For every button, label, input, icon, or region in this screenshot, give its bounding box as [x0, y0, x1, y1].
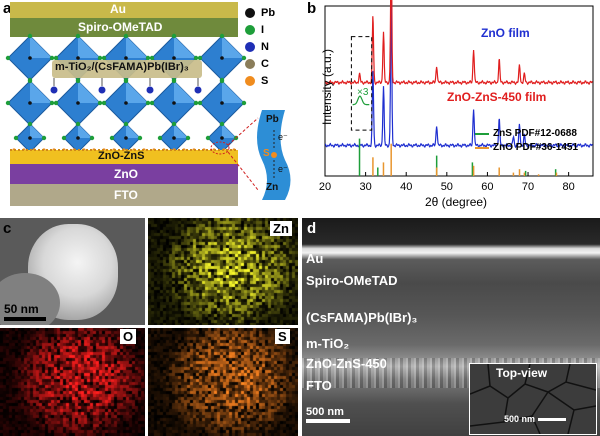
x-tick-label: 60	[481, 181, 493, 193]
zno-film-trace	[324, 0, 593, 149]
inset-scale-bar: 500 nm	[504, 414, 567, 424]
zno-pdf-swatch	[475, 146, 489, 149]
scale-bar-d: 500 nm	[306, 406, 350, 423]
legend-item-s: S	[245, 72, 300, 89]
zn-map-label: Zn	[270, 221, 292, 236]
panel-a-label: a	[3, 0, 12, 17]
au-label: Au	[110, 2, 126, 16]
zno-zns-layer	[10, 150, 238, 164]
x-tick-label: 80	[563, 181, 575, 193]
atom-legend: Pb I N C S	[245, 4, 300, 89]
x-axis-label: 2θ (degree)	[425, 195, 488, 209]
fto-layer	[10, 184, 238, 206]
inset-zn-label: Zn	[266, 182, 279, 193]
sem-layer-perovskite: (CsFAMA)Pb(IBr)₃	[306, 310, 418, 325]
zno-zns-label: ZnO-ZnS	[98, 150, 145, 162]
inset-e2-label: e⁻	[278, 164, 288, 174]
panel-d: d Au Spiro-OMeTAD (CsFAMA)Pb(IBr)₃ m-TiO…	[302, 218, 600, 436]
s-map-label: S	[275, 329, 290, 344]
fto-label: FTO	[114, 188, 138, 202]
inset-e1-label: e⁻	[278, 132, 288, 142]
x-tick-label: 70	[522, 181, 534, 193]
xrd-chart: 20 30 40 50 60 70 80	[319, 0, 594, 193]
sem-layer-spiro: Spiro-OMeTAD	[306, 273, 398, 288]
zns-pdf-swatch	[475, 132, 489, 135]
sem-layer-fto: FTO	[306, 378, 332, 393]
perovskite-octahedra	[5, 33, 247, 155]
x-tick-label: 50	[441, 181, 453, 193]
scale-bar-c: 50 nm	[4, 302, 46, 321]
s-eds-map	[148, 328, 298, 436]
au-layer	[10, 2, 238, 18]
o-map-label: O	[120, 329, 137, 344]
c-atom-icon	[245, 58, 255, 69]
haadf-image	[0, 218, 145, 325]
inset-pb-label: Pb	[266, 114, 279, 125]
panel-c-label: c	[3, 220, 12, 237]
legend-item-i: I	[245, 21, 300, 38]
legend-item-pb: Pb	[245, 4, 300, 21]
device-schematic	[5, 2, 291, 206]
inset-s-label: S	[263, 148, 270, 159]
inset-title: Top-view	[496, 366, 548, 380]
panel-c: c 50 nm Zn O S	[0, 218, 298, 436]
zno-film-label: ZnO film	[481, 26, 530, 40]
sem-layer-zno-zns: ZnO-ZnS-450	[306, 356, 387, 371]
x-tick-label: 20	[319, 181, 331, 193]
panel-b: b 20 30 40 50 60 70 80 Intensity (a.u.) 2θ (de…	[305, 0, 600, 215]
magnification-annotation: ×3	[357, 87, 369, 98]
legend-item-c: C	[245, 55, 300, 72]
i-atom-icon	[245, 24, 255, 35]
sem-layer-tio2: m-TiO₂	[306, 336, 350, 351]
zno-pdf-legend: ZnO PDF#36-1451	[475, 142, 578, 153]
panel-d-label: d	[307, 220, 317, 237]
zno-zns-film-trace	[324, 0, 593, 86]
panel-b-label: b	[307, 0, 317, 17]
zno-layer	[10, 164, 238, 184]
top-view-inset: Top-view 500 nm	[469, 363, 597, 435]
zno-zns-film-label: ZnO-ZnS-450 film	[447, 90, 547, 104]
grain-pattern	[470, 364, 596, 434]
zns-pdf-legend: ZnS PDF#12-0688	[475, 128, 577, 139]
spiro-label: Spiro-OMeTAD	[78, 20, 163, 34]
n-atom-icon	[245, 41, 255, 52]
sem-layer-au: Au	[306, 251, 324, 266]
y-axis-label: Intensity (a.u.)	[320, 48, 334, 126]
o-eds-map	[0, 328, 145, 436]
x-tick-label: 40	[400, 181, 412, 193]
zno-label: ZnO	[114, 167, 138, 181]
perovskite-label: m-TiO₂/(CsFAMA)Pb(IBr)₃	[55, 61, 189, 73]
panel-a: a Au Spiro-OMeTAD m-TiO₂/(CsFAMA)Pb(IBr)…	[0, 0, 305, 210]
spiro-layer	[10, 18, 238, 37]
s-atom-icon	[245, 75, 255, 86]
legend-item-n: N	[245, 38, 300, 55]
pb-atom-icon	[245, 7, 255, 18]
x-tick-label: 30	[359, 181, 371, 193]
